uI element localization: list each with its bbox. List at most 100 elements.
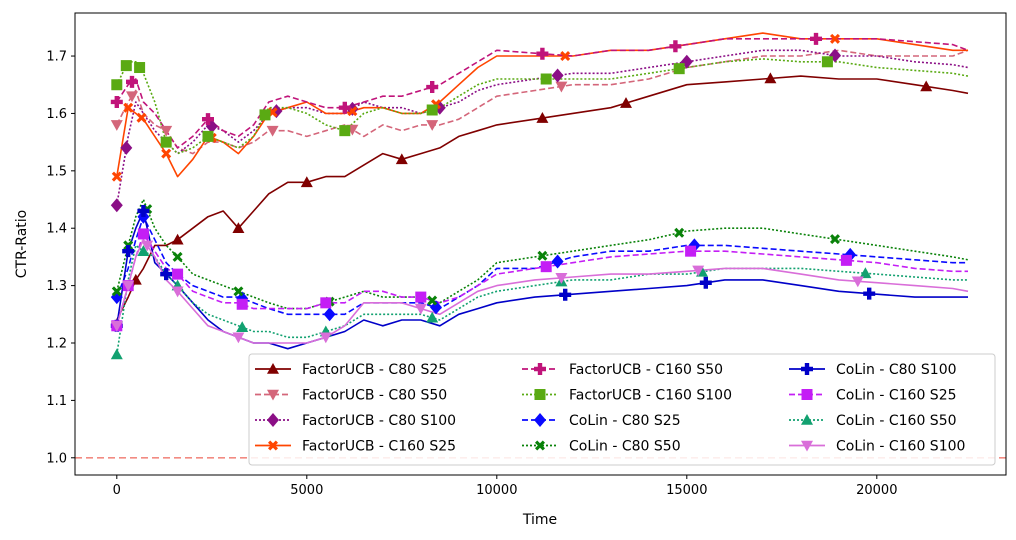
series-12-marker-8 [555, 273, 568, 284]
series-12-marker-5 [232, 332, 245, 344]
series-5-marker-7 [669, 40, 682, 53]
series-10-marker-8 [540, 261, 552, 273]
series-6-marker-2 [120, 60, 132, 72]
series-12-marker-2 [122, 280, 135, 292]
series-10-marker-6 [320, 297, 332, 309]
series-6-marker-4 [160, 136, 172, 148]
series-2-marker-4 [266, 125, 279, 137]
legend-label-8: CoLin - C80 S50 [569, 439, 681, 455]
legend-box [248, 353, 996, 466]
series-9-marker-7 [863, 287, 876, 300]
series-12-marker-9 [692, 265, 705, 277]
legend-marker-1 [267, 363, 279, 374]
series-5-marker-8 [810, 32, 822, 45]
series-8-marker-10 [830, 234, 840, 245]
x-tick-label-3: 10000 [476, 483, 517, 498]
series-6-marker-11 [821, 56, 833, 68]
series-12-line [116, 238, 969, 344]
series-2-marker-3 [160, 125, 173, 137]
series-4-marker-3 [136, 112, 147, 123]
series-10-marker-3 [137, 228, 149, 240]
series-1-marker-7 [620, 97, 632, 108]
series-9-marker-6 [699, 276, 712, 289]
series-4-marker-1 [111, 171, 122, 182]
series-7-marker-4 [323, 307, 336, 322]
series-1-marker-2 [171, 233, 184, 245]
series-3-marker-7 [551, 68, 564, 83]
legend-label-6: FactorUCB - C160 S100 [569, 388, 732, 404]
series-1-line [116, 75, 969, 321]
series-2-marker-7 [555, 81, 568, 93]
series-6-marker-8 [426, 104, 438, 116]
series-12-marker-7 [414, 303, 427, 315]
legend-marker-6 [534, 389, 546, 400]
series-6-marker-5 [202, 130, 214, 142]
legend-marker-7 [534, 413, 546, 427]
series-1-marker-4 [300, 176, 313, 188]
series-12-marker-4 [171, 286, 184, 298]
series-1-marker-5 [395, 153, 408, 165]
series-5-marker-4 [338, 101, 351, 114]
y-tick-label-6: 1.5 [46, 164, 67, 179]
series-10-marker-10 [840, 254, 852, 266]
legend-marker-2 [267, 389, 279, 401]
legend-label-10: CoLin - C160 S25 [836, 388, 957, 404]
series-6-marker-9 [540, 73, 552, 85]
series-9-marker-4 [160, 268, 173, 281]
legend-label-1: FactorUCB - C80 S25 [302, 362, 447, 378]
series-12-marker-1 [110, 320, 123, 332]
series-11-marker-1 [110, 348, 123, 360]
series-2-marker-6 [426, 120, 439, 131]
series-11-marker-4 [236, 321, 249, 333]
series-10-marker-4 [172, 268, 184, 280]
y-tick-label-1: 1.0 [46, 451, 67, 466]
y-tick-label-3: 1.2 [46, 337, 67, 352]
legend-label-11: CoLin - C160 S50 [836, 413, 957, 429]
series-5-marker-2 [126, 75, 138, 88]
legend-marker-10 [801, 389, 813, 400]
series-2-line [116, 49, 969, 155]
x-axis-title: Time [522, 512, 557, 528]
series-9-marker-2 [122, 245, 135, 258]
series-6-marker-1 [111, 79, 123, 91]
series-12-marker-3 [141, 240, 154, 252]
x-tick-label-5: 20000 [856, 483, 897, 498]
legend-label-9: CoLin - C80 S100 [836, 362, 957, 378]
series-1-marker-6 [536, 112, 549, 123]
legend-marker-3 [267, 413, 279, 427]
series-6-marker-7 [339, 125, 351, 137]
series-7-marker-5 [430, 300, 442, 315]
y-tick-label-7: 1.6 [46, 107, 67, 122]
series-6-marker-10 [673, 63, 685, 75]
series-11-marker-9 [859, 267, 872, 279]
series-10-marker-7 [415, 291, 427, 303]
series-10-marker-5 [236, 298, 248, 310]
x-tick-label-4: 15000 [666, 483, 707, 498]
series-8-marker-9 [674, 227, 685, 238]
legend-label-5: FactorUCB - C160 S50 [569, 362, 723, 378]
series-5-marker-1 [110, 95, 123, 108]
plot-frame [74, 12, 1007, 476]
series-8-marker-4 [172, 251, 183, 262]
y-axis-title: CTR-Ratio [14, 210, 30, 278]
series-1-marker-3 [232, 222, 245, 234]
series-1-marker-8 [764, 72, 777, 84]
legend-marker-4 [268, 440, 278, 451]
series-4-line [116, 32, 968, 178]
x-tick-label-2: 5000 [290, 483, 323, 498]
series-10-marker-9 [685, 245, 697, 257]
series-12-marker-10 [851, 276, 864, 288]
y-tick-label-5: 1.4 [46, 222, 67, 237]
legend-label-2: FactorUCB - C80 S50 [302, 388, 447, 404]
legend-marker-8 [535, 440, 545, 451]
series-4-marker-4 [161, 148, 172, 159]
series-6-marker-6 [259, 109, 271, 121]
legend-label-12: CoLin - C160 S100 [836, 439, 965, 455]
series-8-marker-1 [111, 286, 122, 297]
legend-marker-12 [801, 440, 813, 452]
series-9-marker-5 [559, 288, 572, 301]
series-8-marker-5 [233, 286, 244, 297]
legend: FactorUCB - C80 S25 FactorUCB - C80 S50 Fa… [248, 353, 996, 466]
series-4-marker-10 [830, 33, 840, 44]
series-4-marker-9 [560, 51, 571, 62]
